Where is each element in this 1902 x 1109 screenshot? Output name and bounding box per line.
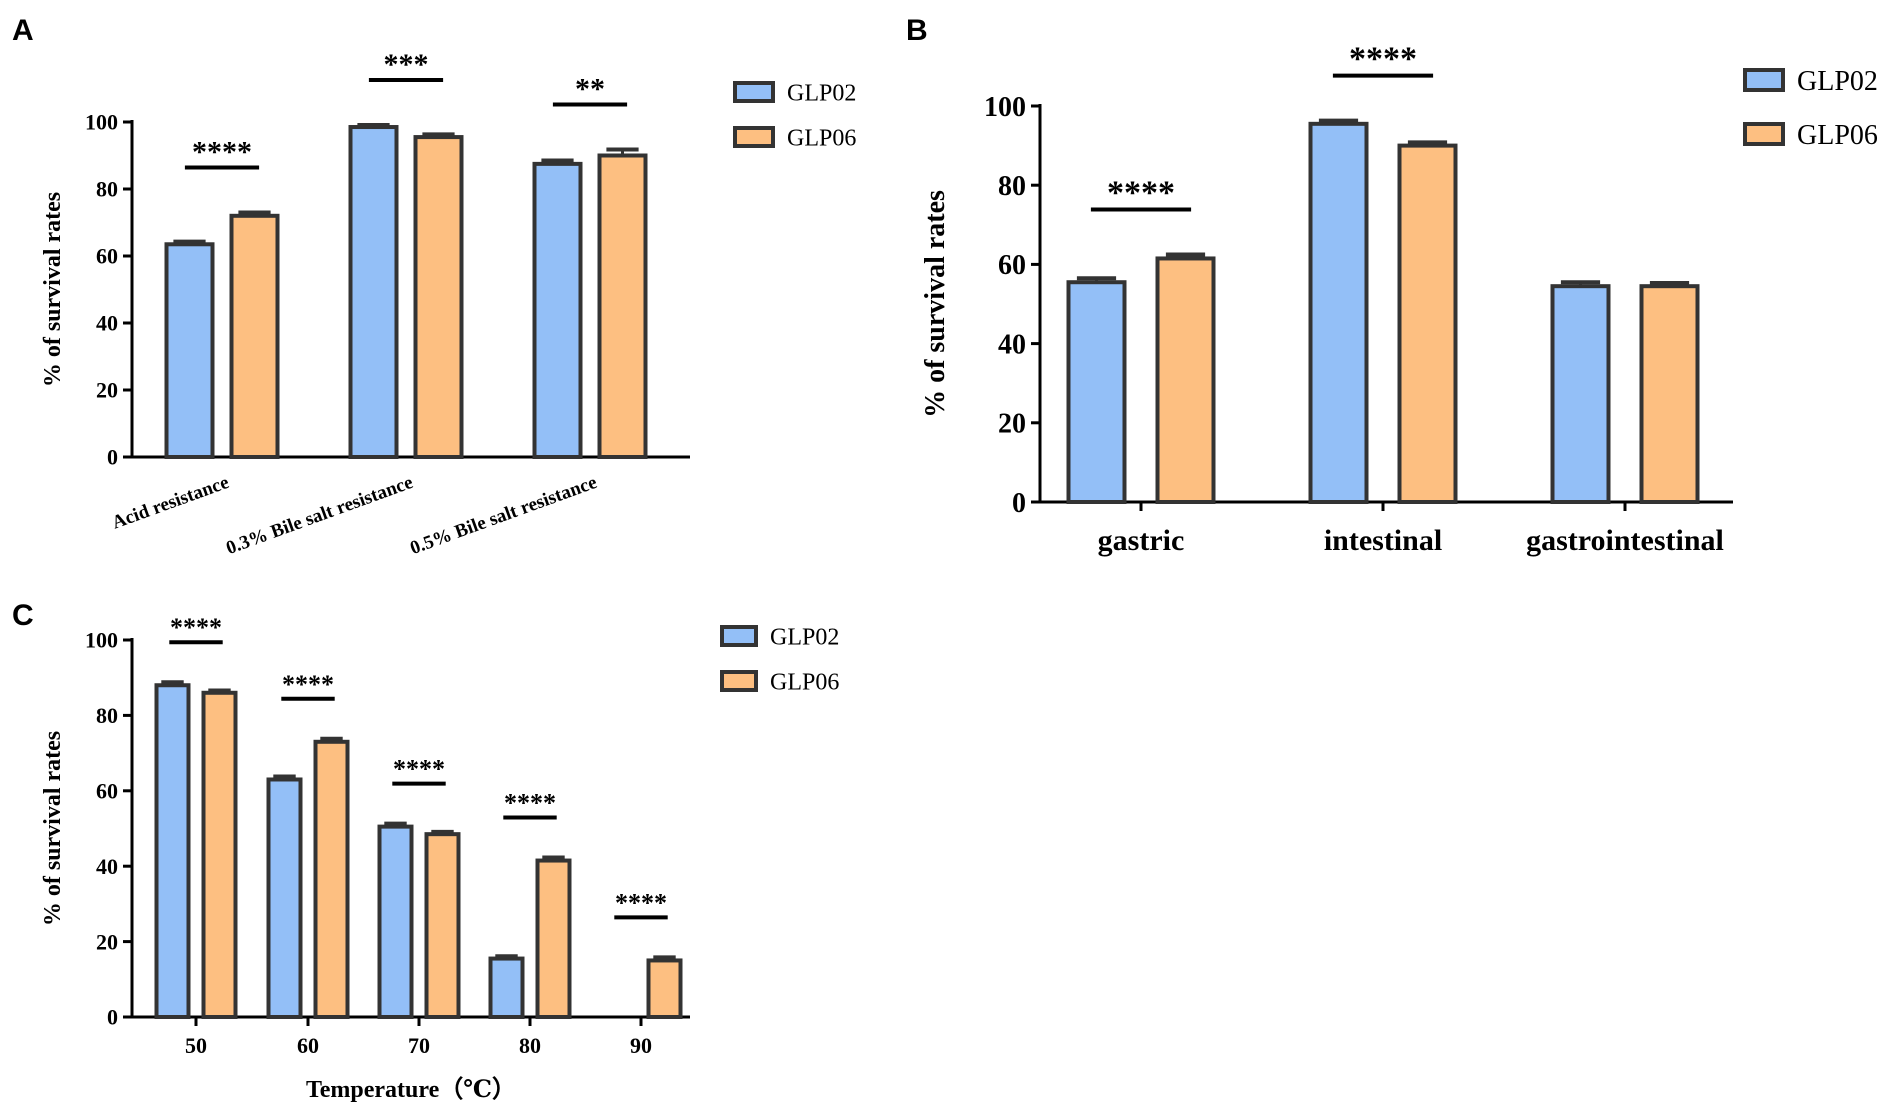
bar-glp02 [154, 683, 191, 1019]
bar-glp02 [164, 242, 215, 459]
panel-letter: B [906, 14, 928, 47]
significance-label: **** [615, 888, 667, 917]
legend-swatch-glp02 [733, 81, 775, 103]
x-tick-label: gastric [1098, 524, 1185, 557]
bar-glp02 [488, 956, 525, 1020]
x-tick-label: 50 [185, 1033, 207, 1058]
legend-label: GLP06 [770, 669, 839, 695]
bar-glp06 [229, 213, 280, 459]
legend-swatch-glp02 [720, 625, 758, 647]
x-tick-label: 70 [408, 1033, 430, 1058]
y-tick-label: 80 [96, 177, 118, 202]
legend-label: GLP02 [770, 624, 839, 650]
y-tick-label: 100 [85, 628, 118, 653]
y-tick-label: 60 [998, 250, 1026, 281]
bar-glp06 [313, 739, 350, 1019]
significance-label: **** [1349, 41, 1417, 78]
chart-panel-a: A 0 20 40 60 80 100 % of survival rates Acid res… [12, 14, 856, 559]
legend-label: GLP06 [787, 125, 856, 151]
chart-panel-b: B 0 20 40 60 80 100 % of survival rates gastric *… [906, 14, 1878, 557]
bar-glp02 [1308, 121, 1369, 504]
bar-glp02 [1066, 280, 1127, 504]
x-tick-label: 0.3% Bile salt resistance [223, 472, 415, 559]
y-axis-label: % of survival rates [920, 190, 951, 418]
significance-label: **** [504, 789, 556, 818]
significance-label: **** [282, 670, 334, 699]
x-tick-label: intestinal [1324, 524, 1442, 557]
y-tick-label: 60 [96, 244, 118, 269]
legend-label: GLP06 [1797, 120, 1878, 151]
legend-swatch-glp02 [1743, 68, 1785, 92]
legend-swatch-glp06 [1743, 122, 1785, 146]
y-tick-label: 40 [96, 854, 118, 879]
bar-glp06 [535, 858, 572, 1019]
x-tick-label: gastrointestinal [1526, 524, 1724, 557]
y-tick-label: 40 [96, 311, 118, 336]
y-tick-label: 0 [1012, 488, 1026, 519]
bar-glp02 [1550, 284, 1611, 504]
significance-label: *** [384, 48, 429, 81]
bar-glp06 [1155, 256, 1216, 504]
significance-label: **** [192, 135, 252, 168]
x-tick-label: Acid resistance [109, 472, 231, 534]
bar-glp06 [413, 135, 464, 459]
x-tick-label: 90 [630, 1033, 652, 1058]
x-tick-label: 0.5% Bile salt resistance [407, 472, 599, 559]
legend-label: GLP02 [787, 80, 856, 106]
y-tick-label: 60 [96, 779, 118, 804]
bar-glp06 [424, 832, 461, 1020]
y-axis-label: % of survival rates [40, 192, 66, 387]
y-tick-label: 0 [107, 1005, 118, 1030]
y-tick-label: 100 [85, 110, 118, 135]
bar-glp02 [532, 161, 583, 459]
y-tick-label: 20 [998, 409, 1026, 440]
y-tick-label: 100 [984, 92, 1026, 123]
panel-letter: A [12, 14, 34, 47]
bar-glp06 [1639, 284, 1700, 504]
bar-glp06 [1397, 143, 1458, 504]
bar-glp06 [597, 153, 648, 459]
x-tick-label: 60 [297, 1033, 319, 1058]
panel-letter: C [12, 599, 34, 632]
x-axis-label: Temperature（℃） [306, 1076, 516, 1103]
legend-label: GLP02 [1797, 66, 1878, 97]
y-tick-label: 80 [998, 171, 1026, 202]
significance-label: **** [170, 613, 222, 642]
bar-glp02 [348, 125, 399, 460]
y-tick-label: 20 [96, 929, 118, 954]
bar-glp02 [266, 777, 303, 1019]
bar-glp06 [646, 958, 683, 1020]
significance-label: **** [393, 755, 445, 784]
bar-glp02 [377, 824, 414, 1019]
bar-glp06 [201, 690, 238, 1020]
y-tick-label: 20 [96, 378, 118, 403]
y-tick-label: 0 [107, 445, 118, 470]
y-tick-label: 40 [998, 329, 1026, 360]
legend-swatch-glp06 [733, 126, 775, 148]
x-tick-label: 80 [519, 1033, 541, 1058]
legend-swatch-glp06 [720, 670, 758, 692]
y-axis-label: % of survival rates [40, 731, 66, 926]
significance-label: **** [1107, 175, 1175, 212]
chart-panel-c: C 0 20 40 60 80 100 % of survival rates Temperat… [12, 599, 839, 1103]
y-tick-label: 80 [96, 703, 118, 728]
significance-label: ** [575, 72, 605, 105]
